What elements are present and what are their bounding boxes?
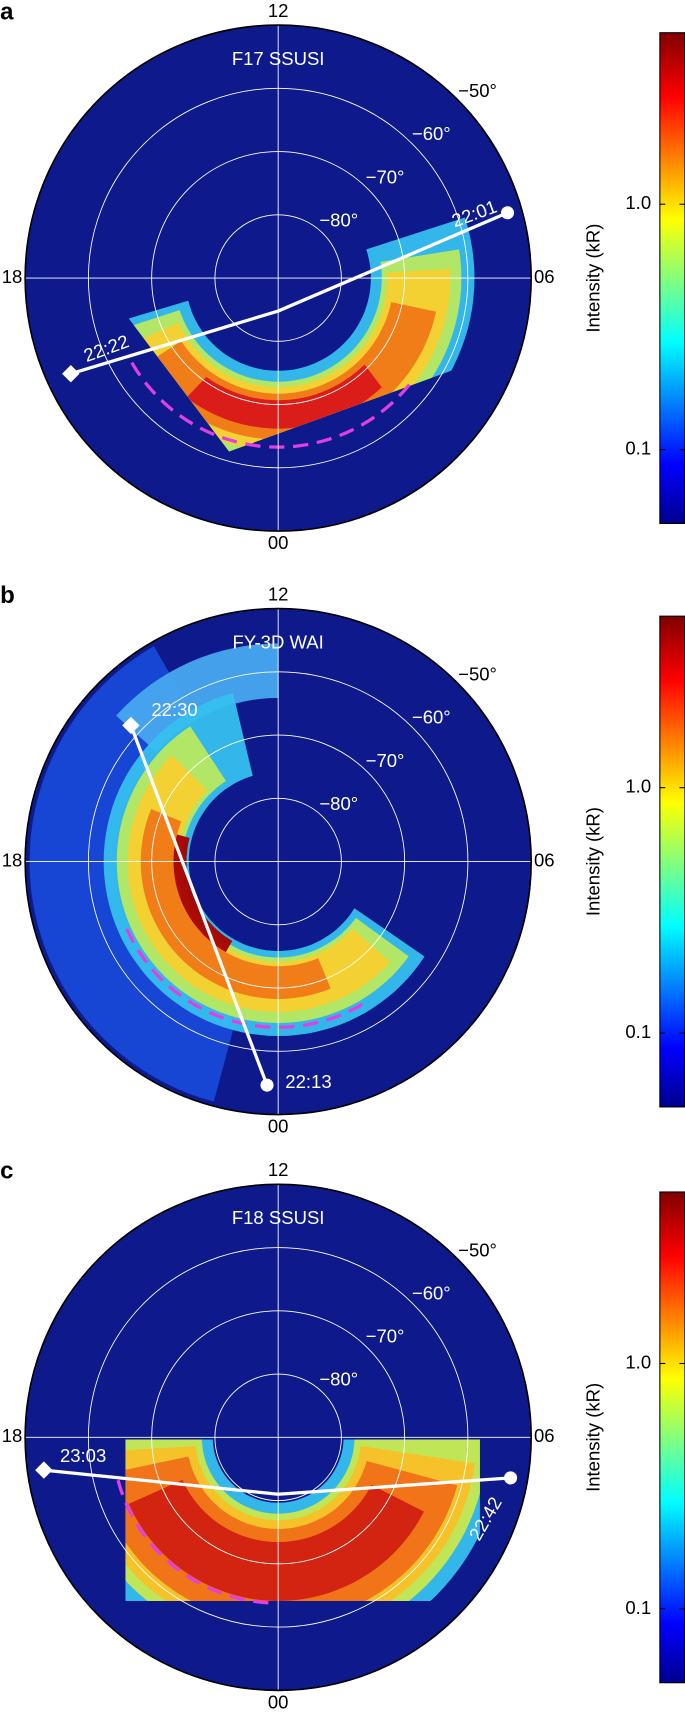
panel-label: c <box>0 1158 13 1185</box>
aurora-band <box>186 364 382 429</box>
polar-area <box>25 608 532 1115</box>
r-tick-label: −60° <box>412 707 451 728</box>
r-tick-label: −80° <box>319 1369 358 1390</box>
colorbar-tick-label: 0.1 <box>625 437 651 458</box>
track-end <box>260 1078 274 1092</box>
aurora-band <box>29 646 236 1102</box>
theta-tick-label: 18 <box>2 849 23 870</box>
colorbar-tick-label: 1.0 <box>625 192 651 213</box>
track-end <box>504 1471 518 1485</box>
track-start <box>122 716 140 735</box>
polar-frame <box>24 1183 532 1692</box>
aurora-band <box>140 808 331 999</box>
r-tick-label: −80° <box>319 209 358 230</box>
colorbar-tick-label: 1.0 <box>625 1351 651 1372</box>
theta-tick-label: 00 <box>268 532 289 553</box>
r-tick-label: −70° <box>366 1326 405 1347</box>
aurora-band <box>173 834 233 953</box>
theta-tick-label: 00 <box>268 1691 289 1710</box>
colorbar-label: Intensity (kR) <box>582 224 603 333</box>
theta-tick-label: 06 <box>534 266 555 287</box>
theta-tick-label: 18 <box>2 1425 23 1446</box>
polar-area <box>25 1184 532 1691</box>
track-line <box>70 211 509 376</box>
polar-frame <box>24 24 532 532</box>
colorbar-tick-label: 0.1 <box>625 1021 651 1042</box>
colorbar-label: Intensity (kR) <box>582 807 603 916</box>
colorbar-tick-label: 1.0 <box>625 776 651 797</box>
theta-tick-label: 06 <box>534 1425 555 1446</box>
panel-title: FY-3D WAI <box>233 631 324 652</box>
r-tick-label: −50° <box>458 663 497 684</box>
aurora-band <box>116 643 279 753</box>
panel-title: F18 SSUSI <box>232 1207 325 1228</box>
r-tick-label: −70° <box>366 750 405 771</box>
track-end <box>500 206 515 220</box>
panel-title: F17 SSUSI <box>232 48 325 69</box>
panel-label: a <box>0 0 14 25</box>
colorbar-label: Intensity (kR) <box>582 1383 603 1492</box>
colorbar-tick-label: 0.1 <box>625 1597 651 1618</box>
track-start <box>62 364 80 383</box>
theta-tick-label: 18 <box>2 266 23 287</box>
r-tick-label: −60° <box>412 1282 451 1303</box>
boundary <box>130 361 411 449</box>
track-start <box>35 1461 53 1479</box>
colorbar <box>659 615 685 1108</box>
boundary <box>116 1479 270 1605</box>
r-tick-label: −70° <box>366 166 405 187</box>
track-time-label: 23:03 <box>60 1445 106 1466</box>
theta-tick-label: 06 <box>534 849 555 870</box>
panel-label: b <box>0 582 15 609</box>
polar-frame <box>24 607 532 1116</box>
theta-tick-label: 00 <box>268 1116 289 1137</box>
panel: −80° −70° −60° −50° 12 06 00 18 FY-3D WAI b 22:30 2… <box>0 582 685 1137</box>
colorbar <box>659 1191 685 1684</box>
theta-tick-label: 12 <box>268 1159 289 1180</box>
polar-area <box>25 25 532 532</box>
theta-tick-label: 12 <box>268 0 289 21</box>
r-tick-label: −50° <box>458 1239 497 1260</box>
track-line <box>129 724 269 1086</box>
r-tick-label: −80° <box>319 793 358 814</box>
r-tick-label: −50° <box>458 80 497 101</box>
r-tick-label: −60° <box>412 123 451 144</box>
track-time-label: 22:30 <box>151 699 197 720</box>
track-line <box>43 1468 511 1496</box>
track-time-label: 22:13 <box>285 1071 331 1092</box>
theta-tick-label: 12 <box>268 583 289 604</box>
aurora-band <box>128 1479 424 1601</box>
